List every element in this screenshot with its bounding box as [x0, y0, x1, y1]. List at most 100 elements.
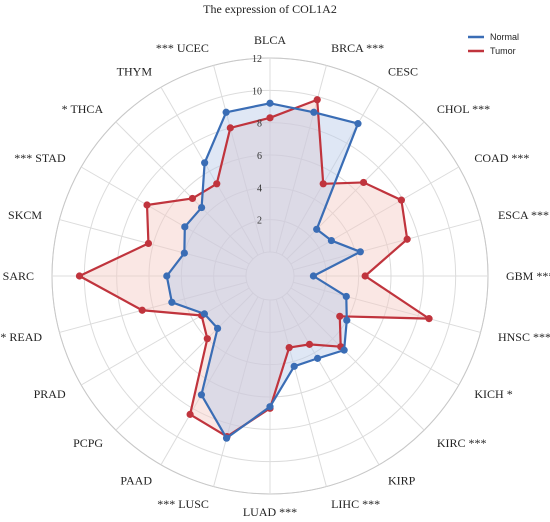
- data-point: [354, 120, 362, 128]
- category-label-esca: ESCA ***: [498, 208, 549, 222]
- category-label-kich: KICH *: [474, 387, 512, 401]
- data-point: [340, 346, 348, 354]
- data-point: [168, 298, 176, 306]
- data-point: [266, 403, 274, 411]
- category-label-coad: COAD ***: [474, 151, 529, 165]
- data-point: [359, 178, 368, 187]
- data-point: [180, 249, 188, 257]
- radial-tick-label: 2: [257, 216, 262, 227]
- data-point: [188, 194, 197, 203]
- data-point: [327, 236, 335, 245]
- data-point: [226, 124, 234, 132]
- grid-spoke: [115, 292, 254, 431]
- data-point: [343, 316, 351, 324]
- grid-spoke: [281, 86, 380, 256]
- data-point: [397, 196, 405, 204]
- category-label-pcpg: PCPG: [73, 436, 103, 450]
- data-point: [313, 354, 322, 362]
- data-point: [201, 159, 209, 167]
- series-layer: [75, 96, 433, 442]
- grid-spoke: [80, 287, 250, 386]
- data-point: [213, 324, 222, 333]
- grid-spoke: [160, 296, 259, 466]
- legend: Normal Tumor: [468, 32, 519, 56]
- data-point: [313, 225, 321, 233]
- data-point: [213, 180, 221, 188]
- data-point: [310, 108, 318, 116]
- grid-spoke: [115, 121, 254, 260]
- category-label-luad: LUAD ***: [243, 505, 297, 519]
- category-label-thym: THYM: [117, 65, 153, 79]
- category-label-paad: PAAD: [120, 473, 152, 487]
- data-point: [75, 272, 84, 280]
- grid-spoke: [293, 219, 481, 271]
- radial-ticks: 2 4 6 8 10 12: [252, 54, 262, 227]
- category-label-chol: CHOL ***: [437, 102, 490, 116]
- data-point: [285, 343, 293, 352]
- data-point: [313, 96, 321, 104]
- data-point: [403, 235, 411, 243]
- data-point: [144, 239, 153, 248]
- category-label-lihc: LIHC ***: [331, 497, 380, 511]
- data-point: [163, 272, 171, 280]
- grid-spoke: [293, 281, 481, 333]
- grid-spoke: [286, 292, 425, 431]
- grid-spoke: [160, 86, 259, 256]
- radial-tick-label: 6: [257, 151, 262, 162]
- category-label-stad: *** STAD: [14, 151, 66, 165]
- data-point: [222, 434, 231, 442]
- data-point: [309, 272, 317, 280]
- data-point: [266, 114, 274, 122]
- category-label-gbm: GBM ***: [506, 269, 550, 283]
- grid-spoke: [213, 65, 265, 253]
- radial-tick-label: 10: [252, 86, 262, 97]
- category-label-prad: PRAD: [34, 387, 66, 401]
- data-point: [138, 306, 146, 314]
- data-point: [290, 362, 298, 370]
- data-point: [186, 410, 194, 418]
- grid-spoke: [290, 287, 460, 386]
- category-label-blca: BLCA: [254, 33, 286, 47]
- grid-spoke: [286, 121, 425, 260]
- radial-tick-label: 12: [252, 54, 262, 65]
- grid-spoke: [59, 281, 247, 333]
- data-point: [361, 272, 369, 280]
- category-label-kirc: KIRC ***: [437, 436, 487, 450]
- data-point: [197, 203, 206, 212]
- data-point: [342, 292, 350, 301]
- category-label-hnsc: HNSC ***: [498, 330, 550, 344]
- data-point: [200, 310, 209, 318]
- category-label-thca: * THCA: [62, 102, 104, 116]
- data-point: [305, 340, 314, 348]
- grid-spoke: [290, 166, 460, 265]
- data-point: [336, 312, 344, 320]
- category-labels: BLCA BRCA *** CESC CHOL *** COAD *** ESCA ***…: [0, 33, 550, 519]
- category-label-cesc: CESC: [388, 65, 418, 79]
- category-label-ucec: *** UCEC: [156, 41, 209, 55]
- legend-label: Normal: [490, 32, 519, 42]
- radial-tick-label: 4: [257, 183, 262, 194]
- category-label-lusc: *** LUSC: [157, 497, 209, 511]
- legend-label: Tumor: [490, 46, 516, 56]
- data-point: [222, 108, 230, 116]
- category-label-kirp: KIRP: [388, 473, 416, 487]
- grid-spoke: [59, 219, 247, 271]
- data-point: [356, 248, 364, 256]
- chart-title: The expression of COL1A2: [203, 2, 337, 16]
- data-point: [266, 99, 274, 107]
- category-label-brca: BRCA ***: [331, 41, 384, 55]
- grid-spoke: [281, 296, 380, 466]
- category-label-read: * READ: [0, 330, 42, 344]
- data-point: [181, 223, 189, 231]
- grid-spoke: [275, 299, 327, 487]
- data-point: [143, 201, 151, 209]
- data-point: [197, 391, 206, 399]
- data-point: [425, 315, 433, 323]
- grid-spoke: [213, 299, 265, 487]
- data-point: [203, 335, 211, 343]
- category-label-sarc: SARC: [3, 269, 34, 283]
- radial-tick-label: 8: [257, 119, 262, 130]
- category-label-skcm: SKCM: [8, 208, 42, 222]
- data-point: [319, 180, 327, 188]
